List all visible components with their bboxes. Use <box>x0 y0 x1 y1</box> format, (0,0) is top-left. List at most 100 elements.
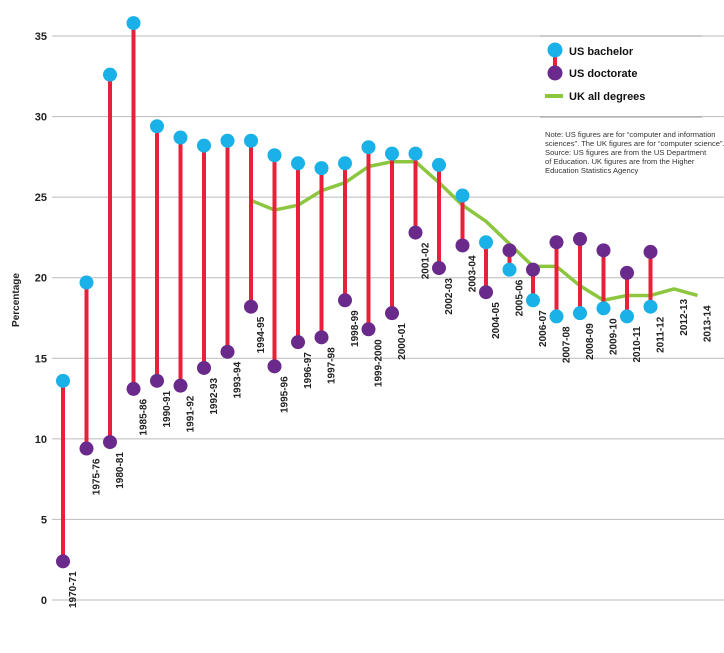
category-label: 2003-04 <box>468 255 479 292</box>
category-label: 2007-08 <box>562 326 573 363</box>
y-axis-label: Percentage <box>11 273 22 327</box>
dumbbell-layer <box>56 16 658 569</box>
us-doctorate-point <box>385 306 399 321</box>
us-doctorate-point <box>455 238 470 253</box>
us-bachelor-point <box>103 67 117 82</box>
us-bachelor-point <box>643 299 658 314</box>
us-bachelor-point <box>244 133 258 148</box>
us-bachelor-point <box>79 275 94 290</box>
note-line: sciences”. The UK figures are for “compu… <box>545 139 724 148</box>
us-doctorate-point <box>479 285 493 300</box>
us-doctorate-point <box>220 344 235 359</box>
us-doctorate-point <box>244 299 258 314</box>
note-line: Source: US figures are from the US Depar… <box>545 148 707 157</box>
category-label: 2011-12 <box>656 316 667 353</box>
category-label: 2000-01 <box>397 323 408 360</box>
us-doctorate-point <box>526 262 540 277</box>
category-label: 1970-71 <box>68 571 79 608</box>
us-bachelor-point <box>291 156 305 171</box>
category-label: 2005-06 <box>515 279 526 316</box>
us-doctorate-point <box>596 243 611 258</box>
us-doctorate-point <box>56 554 70 569</box>
category-label: 1975-76 <box>92 458 103 495</box>
category-labels: 1970-71 1975-76 1980-81 1985-86 1990-91 1991-… <box>68 242 714 608</box>
legend-doctorate-label: US doctorate <box>569 68 637 80</box>
y-tick-label: 20 <box>35 273 47 285</box>
us-doctorate-point <box>314 330 329 345</box>
us-bachelor-point <box>220 133 235 148</box>
category-label: 2006-07 <box>538 310 549 347</box>
us-bachelor-point <box>314 161 329 176</box>
us-bachelor-point <box>267 148 282 163</box>
us-doctorate-point <box>267 359 282 374</box>
category-label: 2010-11 <box>632 326 643 363</box>
category-label: 1994-95 <box>256 316 267 353</box>
us-doctorate-point <box>432 261 446 276</box>
category-label: 2009-10 <box>609 318 620 355</box>
us-doctorate-point <box>502 243 517 258</box>
us-bachelor-point <box>596 301 611 316</box>
us-doctorate-point <box>643 244 658 259</box>
category-label: 2002-03 <box>444 278 455 315</box>
y-tick-label: 30 <box>35 112 47 124</box>
category-label: 1993-94 <box>233 361 244 398</box>
note-line: of Education. UK figures are from the Hi… <box>545 157 695 166</box>
category-label: 1997-98 <box>327 347 338 384</box>
us-doctorate-point <box>408 225 423 240</box>
us-bachelor-point <box>573 306 587 321</box>
uk-all-degrees-line <box>250 159 698 303</box>
note-line: Education Statistics Agency <box>545 166 638 175</box>
us-doctorate-point <box>79 441 94 456</box>
us-doctorate-point <box>291 335 305 350</box>
y-tick-label: 15 <box>35 353 47 365</box>
y-tick-label: 0 <box>41 595 47 607</box>
us-bachelor-point <box>408 146 423 161</box>
legend-doctorate-dot <box>547 65 563 81</box>
category-label: 1992-93 <box>209 378 220 415</box>
legend-bachelor-dot <box>547 42 563 58</box>
us-bachelor-point <box>150 119 164 134</box>
legend: US bachelor US doctorate UK all degrees <box>540 35 702 118</box>
us-doctorate-point <box>361 322 376 337</box>
uk-line-layer <box>250 159 698 303</box>
category-label: 2001-02 <box>421 242 432 279</box>
category-label: 1996-97 <box>303 352 314 389</box>
category-label: 2013-14 <box>703 305 714 342</box>
us-doctorate-point <box>620 265 634 280</box>
us-bachelor-point <box>385 146 399 161</box>
category-label: 1980-81 <box>115 452 126 489</box>
category-label: 1998-99 <box>350 310 361 347</box>
us-bachelor-point <box>56 373 70 388</box>
legend-bachelor-label: US bachelor <box>569 46 634 58</box>
us-bachelor-point <box>479 235 493 250</box>
us-bachelor-point <box>432 157 446 172</box>
us-bachelor-point <box>338 156 352 171</box>
category-label: 2004-05 <box>491 302 502 339</box>
category-label: 2008-09 <box>585 323 596 360</box>
category-label: 1999-2000 <box>374 339 385 387</box>
y-tick-label: 35 <box>35 31 47 43</box>
y-tick-label: 25 <box>35 192 47 204</box>
us-bachelor-point <box>197 138 211 153</box>
us-bachelor-point <box>549 309 564 324</box>
us-doctorate-point <box>549 235 564 250</box>
us-bachelor-point <box>620 309 634 324</box>
source-note: Note: US figures are for “computer and i… <box>545 130 724 175</box>
us-bachelor-point <box>361 140 376 155</box>
us-doctorate-point <box>338 293 352 308</box>
category-label: 1991-92 <box>186 395 197 432</box>
category-label: 1995-96 <box>280 376 291 413</box>
us-doctorate-point <box>573 232 587 247</box>
us-bachelor-point <box>126 16 141 31</box>
note-line: Note: US figures are for “computer and i… <box>545 130 716 139</box>
grid: 0 5 10 15 20 25 30 35 <box>35 31 724 607</box>
us-bachelor-point <box>526 293 540 308</box>
us-bachelor-point <box>173 130 188 145</box>
y-tick-label: 5 <box>41 514 47 526</box>
category-label: 2012-13 <box>679 299 690 336</box>
us-doctorate-point <box>197 360 211 375</box>
us-doctorate-point <box>103 435 117 450</box>
us-bachelor-point <box>455 188 470 203</box>
us-bachelor-point <box>502 262 517 277</box>
